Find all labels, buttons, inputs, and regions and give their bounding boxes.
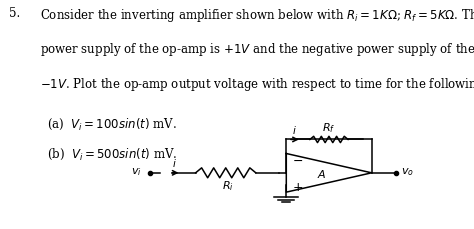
Text: $R_f$: $R_f$ [322,121,336,135]
Text: $+$: $+$ [292,181,304,194]
Text: (b)  $V_i = 500sin(t)$ mV.: (b) $V_i = 500sin(t)$ mV. [47,147,178,162]
Text: (a)  $V_i = 100sin(t)$ mV.: (a) $V_i = 100sin(t)$ mV. [47,117,177,132]
Text: power supply of the op-amp is $+1V$ and the negative power supply of the op-amp : power supply of the op-amp is $+1V$ and … [40,41,474,58]
Text: $v_i$: $v_i$ [130,166,141,178]
Text: $-1V$. Plot the op-amp output voltage with respect to time for the following two: $-1V$. Plot the op-amp output voltage wi… [40,76,474,93]
Text: 5.: 5. [9,7,21,20]
Text: $A$: $A$ [318,168,327,180]
Text: $i$: $i$ [172,157,177,169]
Text: $v_o$: $v_o$ [401,166,414,178]
Text: $-$: $-$ [292,153,303,166]
Text: $i$: $i$ [292,124,297,136]
Text: Consider the inverting amplifier shown below with $R_i = 1K\Omega$; $R_f = 5K\Om: Consider the inverting amplifier shown b… [40,7,474,24]
Text: $R_i$: $R_i$ [221,180,233,193]
